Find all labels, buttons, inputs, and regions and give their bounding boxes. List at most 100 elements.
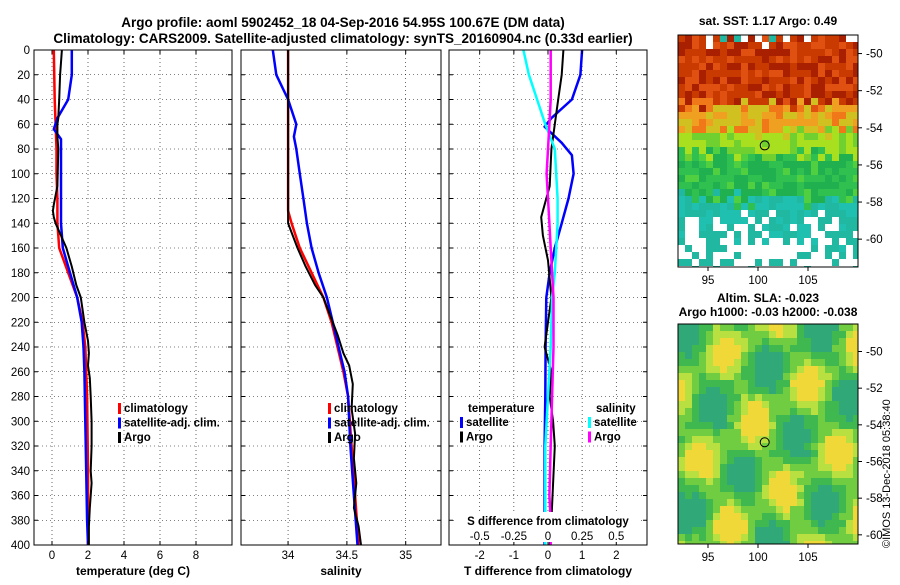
- map-cell: [699, 450, 706, 457]
- map-cell: [678, 210, 685, 217]
- map-cell: [685, 245, 692, 252]
- map-cell: [846, 527, 853, 534]
- map-cell: [797, 443, 804, 450]
- map-cell: [846, 394, 853, 401]
- map-cell: [804, 196, 811, 203]
- map-cell: [713, 338, 720, 345]
- map-cell: [853, 541, 858, 544]
- map-cell: [699, 210, 706, 217]
- map-cell: [853, 63, 858, 70]
- x-tick-label: -1: [509, 550, 519, 562]
- map-cell: [797, 140, 804, 147]
- map-cell: [755, 527, 762, 534]
- map-cell: [713, 331, 720, 338]
- map-cell: [797, 492, 804, 499]
- map-cell: [692, 105, 699, 112]
- map-cell: [783, 210, 790, 217]
- map-cell: [776, 443, 783, 450]
- map-cell: [811, 492, 818, 499]
- map-cell: [811, 471, 818, 478]
- map-cell: [804, 464, 811, 471]
- map-cell: [811, 387, 818, 394]
- map-cell: [825, 154, 832, 161]
- legend-label: Argo: [334, 432, 361, 444]
- map-cell: [825, 373, 832, 380]
- map-cell: [853, 42, 858, 49]
- map-cell: [685, 49, 692, 56]
- map-cell: [706, 252, 713, 259]
- map-cell: [846, 478, 853, 485]
- y-tick-label: 320: [11, 441, 30, 453]
- map-cell: [692, 42, 699, 49]
- map-cell: [699, 541, 706, 544]
- map-cell: [706, 359, 713, 366]
- secondary-x-tick-label: 0.5: [608, 531, 624, 543]
- map-cell: [832, 154, 839, 161]
- map-cell: [692, 352, 699, 359]
- x-tick-label: 35: [399, 550, 412, 562]
- map-cell: [678, 224, 685, 231]
- map-cell: [846, 520, 853, 527]
- map-cell: [790, 541, 797, 544]
- map-cell: [846, 63, 853, 70]
- map-cell: [692, 485, 699, 492]
- map-cell: [734, 401, 741, 408]
- map-cell: [839, 203, 846, 210]
- map-cell: [853, 49, 858, 56]
- map-cell: [783, 492, 790, 499]
- map-cell: [853, 366, 858, 373]
- map-cell: [699, 359, 706, 366]
- map-cell: [748, 485, 755, 492]
- map-cell: [734, 443, 741, 450]
- map-cell: [734, 506, 741, 513]
- map-cell: [804, 352, 811, 359]
- map-cell: [790, 338, 797, 345]
- map-cell: [790, 373, 797, 380]
- map-cell: [783, 196, 790, 203]
- map-cell: [790, 49, 797, 56]
- map-cell: [776, 352, 783, 359]
- map-cell: [741, 324, 748, 331]
- map-cell: [853, 140, 858, 147]
- map-cell: [804, 394, 811, 401]
- map-cell: [783, 513, 790, 520]
- map-cell: [748, 56, 755, 63]
- map-cell: [790, 436, 797, 443]
- map-cell: [720, 513, 727, 520]
- map-cell: [741, 499, 748, 506]
- map-cell: [832, 541, 839, 544]
- map-cell: [804, 422, 811, 429]
- map-cell: [741, 98, 748, 105]
- map-cell: [741, 443, 748, 450]
- map-cell: [853, 91, 858, 98]
- map-cell: [825, 359, 832, 366]
- map-frame: [677, 323, 859, 545]
- map-cell: [720, 161, 727, 168]
- map-cell: [734, 196, 741, 203]
- map-cell: [762, 338, 769, 345]
- map-cell: [748, 394, 755, 401]
- map-cell: [769, 478, 776, 485]
- map-cell: [692, 147, 699, 154]
- map-cell: [755, 140, 762, 147]
- map-cell: [748, 415, 755, 422]
- map-cell: [692, 324, 699, 331]
- map-cell: [818, 196, 825, 203]
- map-cell: [678, 154, 685, 161]
- map-cell: [692, 471, 699, 478]
- map-cell: [734, 387, 741, 394]
- map-cell: [818, 457, 825, 464]
- map-cell: [727, 401, 734, 408]
- map-cell: [720, 359, 727, 366]
- map-cell: [818, 373, 825, 380]
- map-cell: [762, 408, 769, 415]
- map-cell: [790, 352, 797, 359]
- map-cell: [804, 520, 811, 527]
- sst-map-panel: sat. SST: 1.17 Argo: 0.49-50-52-54-56-58…: [677, 14, 883, 287]
- map-cell: [783, 534, 790, 541]
- map-cell: [776, 506, 783, 513]
- map-cell: [790, 140, 797, 147]
- map-cell: [783, 499, 790, 506]
- map-cell: [776, 217, 783, 224]
- map-cell: [769, 63, 776, 70]
